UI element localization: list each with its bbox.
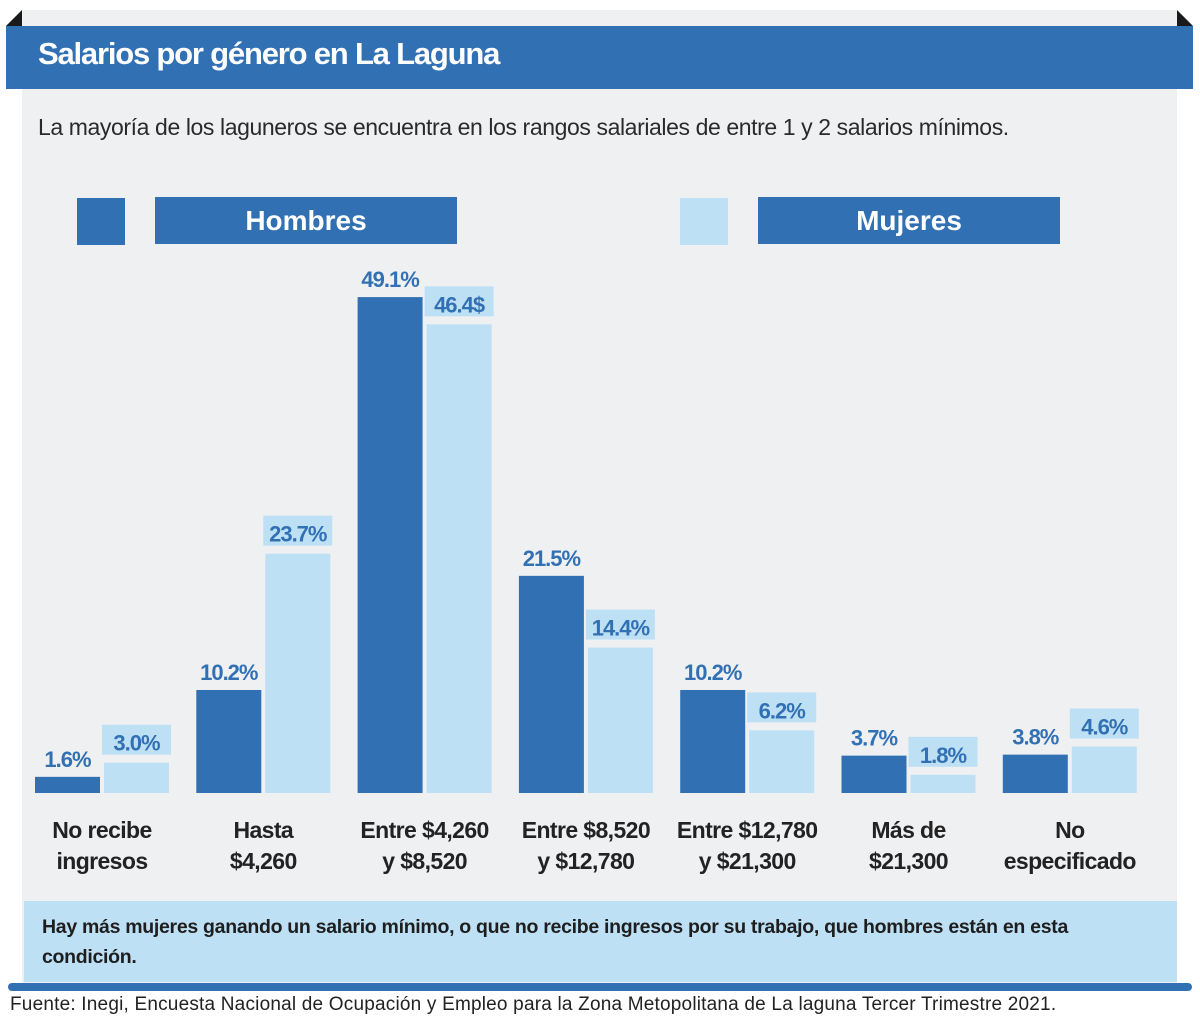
bar-mujeres-4 bbox=[749, 730, 815, 793]
category-label-line: $4,260 bbox=[229, 848, 297, 874]
data-label-hombres-4: 10.2% bbox=[684, 660, 742, 685]
bar-hombres-5 bbox=[841, 755, 907, 793]
data-label-mujeres-3: 14.4% bbox=[592, 616, 650, 641]
bar-hombres-6 bbox=[1002, 754, 1068, 793]
data-label-mujeres-1: 23.7% bbox=[269, 522, 327, 547]
data-label-bg-mujeres-2 bbox=[424, 286, 494, 317]
data-label-hombres-1: 10.2% bbox=[200, 660, 258, 685]
legend-swatch-hombres bbox=[77, 198, 125, 245]
legend-swatch-mujeres bbox=[680, 198, 728, 245]
legend-label-mujeres: Mujeres bbox=[758, 197, 1060, 244]
data-label-bg-mujeres-1 bbox=[263, 515, 333, 546]
category-label-1: Hasta $4,260 bbox=[178, 815, 348, 877]
bar-hombres-0 bbox=[35, 776, 100, 793]
note-text: Hay más mujeres ganando un salario mínim… bbox=[42, 916, 1068, 968]
category-label-line: y $12,780 bbox=[537, 848, 635, 874]
category-label-4: Entre $12,780 y $21,300 bbox=[662, 815, 832, 877]
category-label-line: Entre $4,260 bbox=[360, 817, 489, 843]
title-banner bbox=[6, 26, 1193, 89]
bar-hombres-1 bbox=[196, 689, 262, 793]
category-label-line: $21,300 bbox=[869, 848, 949, 874]
bar-mujeres-1 bbox=[265, 553, 331, 793]
ribbon-fold-left bbox=[6, 10, 22, 26]
chart-subtitle: La mayoría de los laguneros se encuentra… bbox=[38, 114, 1009, 140]
category-label-line: ingresos bbox=[56, 848, 148, 874]
category-label-3: Entre $8,520 y $12,780 bbox=[501, 815, 671, 877]
category-label-line: especificado bbox=[1003, 848, 1137, 874]
data-label-bg-mujeres-5 bbox=[908, 736, 978, 767]
bar-hombres-2 bbox=[357, 297, 423, 793]
category-label-line: No recibe bbox=[52, 817, 152, 843]
data-label-hombres-6: 3.8% bbox=[1012, 725, 1059, 750]
category-label-2: Entre $4,260 y $8,520 bbox=[340, 815, 510, 877]
bottom-rule bbox=[8, 983, 1192, 991]
data-label-bg-mujeres-3 bbox=[585, 609, 655, 640]
data-label-mujeres-2: 46.4$ bbox=[434, 292, 485, 317]
data-label-mujeres-0: 3.0% bbox=[113, 731, 160, 756]
data-label-hombres-0: 1.6% bbox=[44, 747, 91, 772]
bar-hombres-3 bbox=[518, 575, 584, 793]
data-label-hombres-2: 49.1% bbox=[361, 267, 419, 292]
chart-panel bbox=[22, 10, 1177, 985]
source-text: Fuente: Inegi, Encuesta Nacional de Ocup… bbox=[10, 994, 1057, 1015]
bar-mujeres-2 bbox=[426, 324, 492, 793]
category-label-line: No bbox=[1055, 817, 1085, 843]
category-label-6: No especificado bbox=[985, 815, 1155, 877]
data-label-mujeres-6: 4.6% bbox=[1081, 715, 1128, 740]
bar-hombres-4 bbox=[680, 689, 746, 793]
category-label-line: Hasta bbox=[233, 817, 294, 843]
chart-title: Salarios por género en La Laguna bbox=[38, 36, 500, 71]
category-label-line: Más de bbox=[871, 817, 946, 843]
data-label-mujeres-4: 6.2% bbox=[759, 698, 806, 723]
data-label-hombres-5: 3.7% bbox=[851, 726, 898, 751]
bar-mujeres-6 bbox=[1071, 746, 1137, 793]
data-label-bg-mujeres-4 bbox=[747, 692, 817, 723]
ribbon-fold-right bbox=[1177, 10, 1193, 26]
category-label-line: y $21,300 bbox=[698, 848, 797, 874]
data-label-mujeres-5: 1.8% bbox=[920, 743, 967, 768]
data-label-bg-mujeres-0 bbox=[102, 724, 171, 755]
data-label-bg-mujeres-6 bbox=[1069, 708, 1139, 739]
category-label-line: y $8,520 bbox=[382, 848, 467, 874]
bar-mujeres-3 bbox=[587, 647, 653, 793]
bar-mujeres-5 bbox=[910, 774, 976, 793]
category-label-line: Entre $12,780 bbox=[676, 817, 818, 843]
category-label-5: Más de $21,300 bbox=[824, 815, 994, 877]
data-label-hombres-3: 21.5% bbox=[523, 546, 581, 571]
category-label-0: No recibe ingresos bbox=[17, 815, 187, 877]
note-box bbox=[24, 901, 1177, 982]
category-label-line: Entre $8,520 bbox=[521, 817, 651, 843]
legend-label-hombres: Hombres bbox=[155, 197, 457, 244]
bar-mujeres-0 bbox=[104, 762, 169, 793]
